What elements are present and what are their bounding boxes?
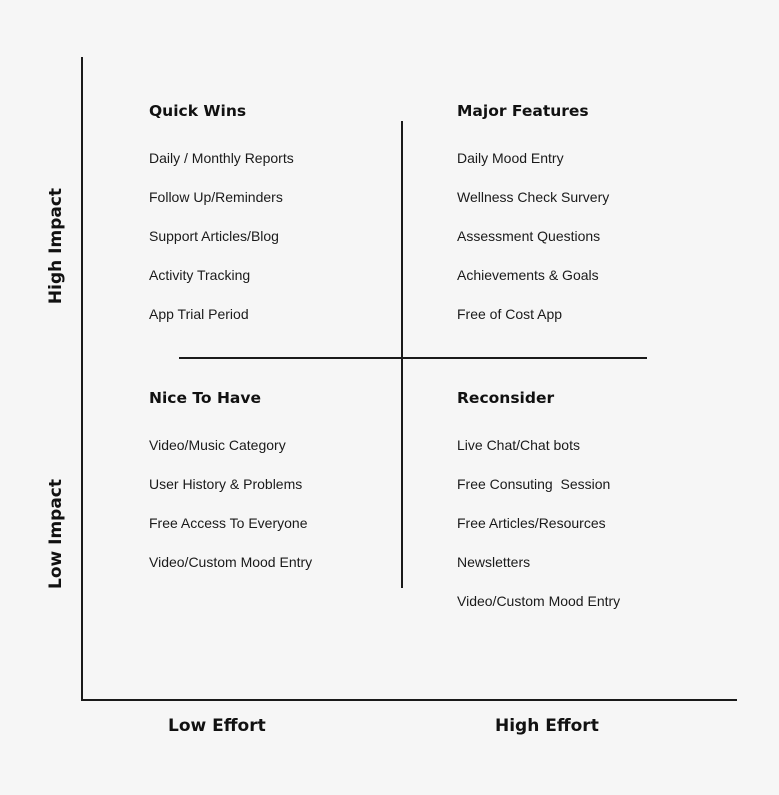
quadrant-major-features: Major Features Daily Mood Entry Wellness… (457, 101, 697, 345)
quadrant-title: Quick Wins (149, 102, 247, 120)
quadrant-reconsider: Reconsider Live Chat/Chat bots Free Cons… (457, 388, 697, 632)
list-item: Live Chat/Chat bots (457, 437, 580, 453)
quadrant-item-list: Daily / Monthly Reports Follow Up/Remind… (149, 150, 389, 322)
list-item: User History & Problems (149, 476, 303, 492)
list-item: Daily / Monthly Reports (149, 150, 294, 166)
list-item: Video/Music Category (149, 437, 286, 453)
list-item: Video/Custom Mood Entry (149, 554, 313, 570)
list-item: Wellness Check Survery (457, 189, 610, 205)
y-axis-label-high-impact: High Impact (46, 187, 66, 305)
y-axis-label-low-impact: Low Impact (46, 478, 66, 590)
quadrant-title: Reconsider (457, 389, 555, 407)
quadrant-item-list: Live Chat/Chat bots Free Consuting Sessi… (457, 437, 697, 609)
list-item: App Trial Period (149, 306, 249, 322)
list-item: Free Access To Everyone (149, 515, 308, 531)
quadrant-item-list: Daily Mood Entry Wellness Check Survery … (457, 150, 697, 322)
x-axis-label-low-effort: Low Effort (168, 716, 266, 736)
y-axis-line (81, 57, 83, 701)
quadrant-title: Major Features (457, 102, 589, 120)
quadrant-item-list: Video/Music Category User History & Prob… (149, 437, 389, 570)
vertical-divider (401, 121, 403, 588)
list-item: Support Articles/Blog (149, 228, 279, 244)
list-item: Achievements & Goals (457, 267, 599, 283)
list-item: Daily Mood Entry (457, 150, 564, 166)
list-item: Follow Up/Reminders (149, 189, 283, 205)
quadrant-title: Nice To Have (149, 389, 261, 407)
list-item: Newsletters (457, 554, 531, 570)
list-item: Assessment Questions (457, 228, 601, 244)
list-item: Video/Custom Mood Entry (457, 593, 621, 609)
list-item: Activity Tracking (149, 267, 251, 283)
quadrant-quick-wins: Quick Wins Daily / Monthly Reports Follo… (149, 101, 389, 345)
x-axis-label-high-effort: High Effort (495, 716, 599, 736)
list-item: Free of Cost App (457, 306, 563, 322)
quadrant-nice-to-have: Nice To Have Video/Music Category User H… (149, 388, 389, 593)
horizontal-divider (179, 357, 647, 359)
x-axis-line (81, 699, 737, 701)
list-item: Free Articles/Resources (457, 515, 606, 531)
list-item: Free Consuting Session (457, 476, 611, 492)
